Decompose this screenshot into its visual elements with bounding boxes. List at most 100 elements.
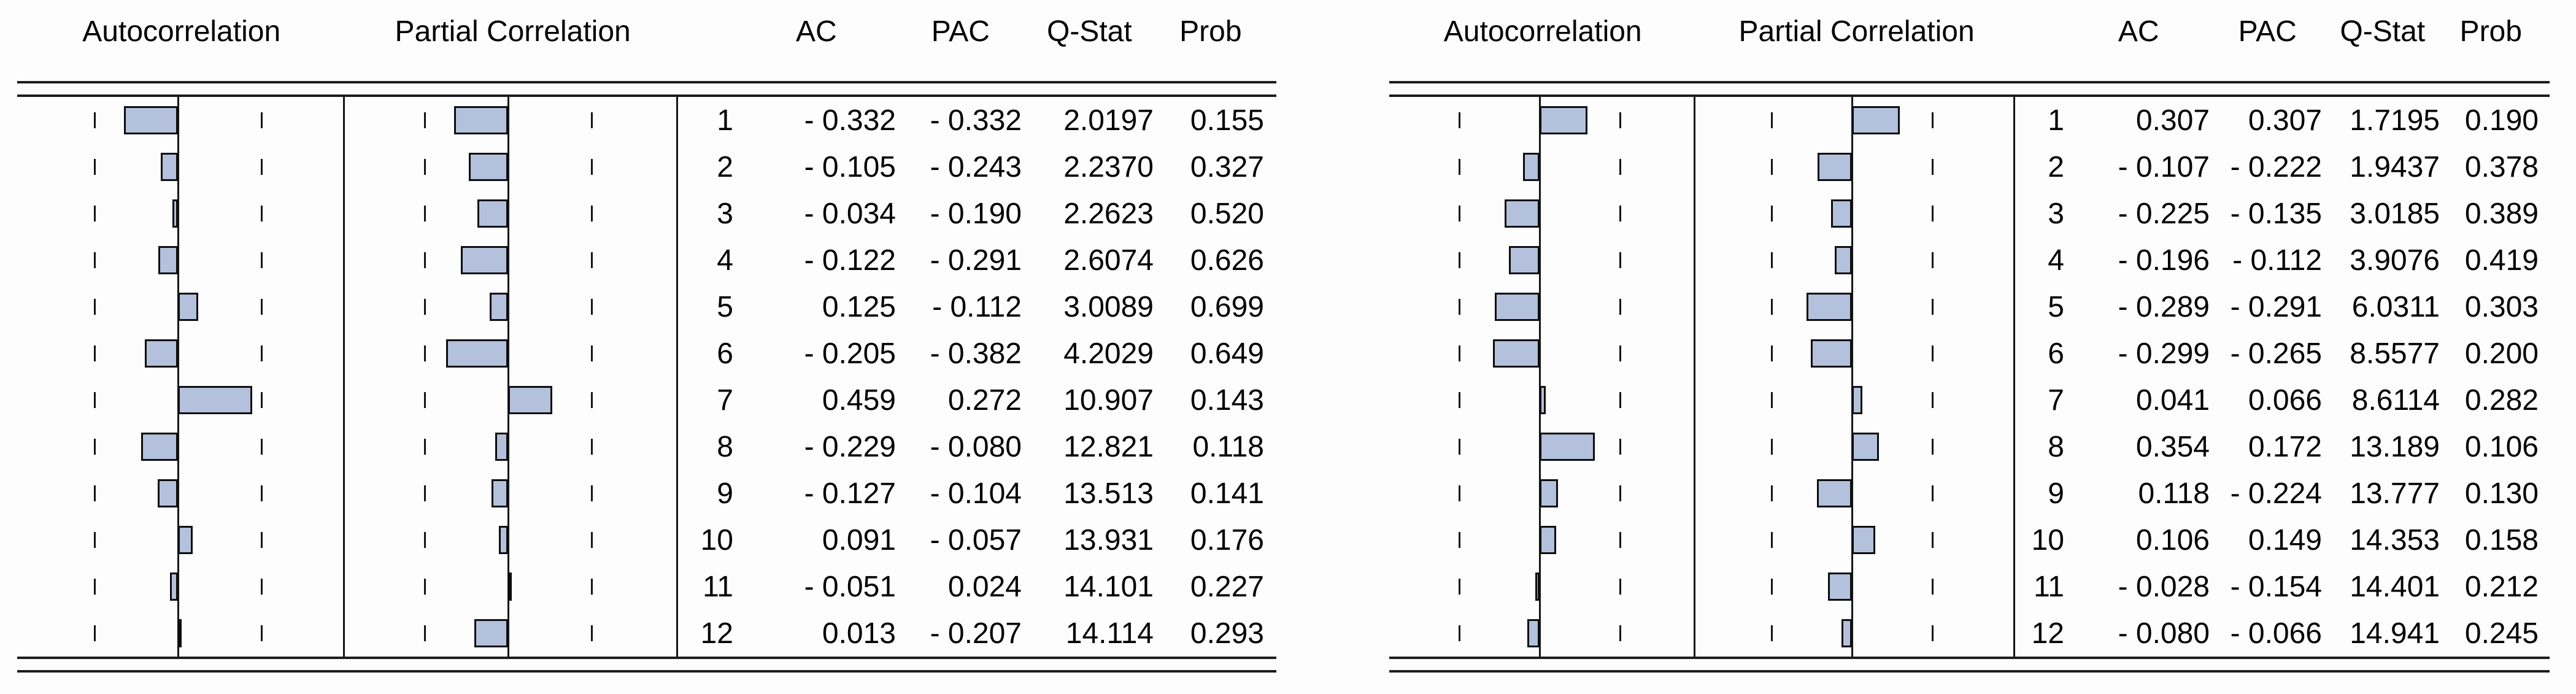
- lag-value: 10: [700, 523, 733, 557]
- pac-bar: [490, 293, 508, 321]
- ac-bar: [1540, 433, 1595, 461]
- ac-value: 0.091: [822, 523, 896, 557]
- q-stat-value: 13.931: [1063, 523, 1154, 557]
- q-stat-value: 12.821: [1063, 430, 1154, 463]
- correlogram-row: 6 - 0.299 - 0.265 8.5577 0.200: [2015, 330, 2539, 377]
- q-stat-header: Q-Stat: [1046, 15, 1132, 48]
- autocorrelation-chart: [1389, 97, 1695, 657]
- lag-value: 7: [717, 384, 733, 417]
- pac-bar: [1852, 526, 1875, 554]
- pac-bar: [1811, 339, 1852, 368]
- pac-value: 0.024: [947, 570, 1022, 603]
- ac-value: - 0.289: [2118, 290, 2210, 323]
- lag-value: 11: [2034, 570, 2064, 603]
- lag-value: 6: [2048, 337, 2064, 370]
- correlogram-body: 1 0.307 0.307 1.7195 0.190 2 - 0.107 - 0.222 1.9…: [1389, 97, 2550, 657]
- partial-correlation-chart: [1695, 97, 2015, 657]
- pac-value: - 0.243: [930, 150, 1022, 183]
- pac-value: 0.307: [2248, 104, 2322, 137]
- lag-value: 1: [717, 104, 733, 137]
- ac-bar: [145, 339, 178, 368]
- ac-value: - 0.080: [2118, 617, 2210, 650]
- lag-value: 5: [717, 290, 733, 323]
- lag-value: 3: [2048, 197, 2064, 230]
- pac-value: - 0.265: [2230, 337, 2322, 370]
- prob-value: 0.155: [1190, 104, 1264, 137]
- q-stat-value: 3.0185: [2350, 197, 2440, 230]
- zero-line: [177, 97, 179, 657]
- lag-header: [680, 15, 735, 81]
- lag-value: 9: [2048, 477, 2064, 510]
- q-stat-value: 8.6114: [2351, 384, 2440, 417]
- pac-value: 0.149: [2248, 523, 2322, 557]
- pac-value: - 0.057: [930, 523, 1022, 557]
- prob-value: 0.419: [2464, 244, 2539, 277]
- ac-bar: [158, 246, 178, 274]
- prob-value: 0.130: [2464, 477, 2539, 510]
- q-stat-header: Q-Stat: [2340, 15, 2426, 48]
- pac-bar: [499, 526, 508, 554]
- pac-bar: [461, 246, 508, 274]
- prob-value: 0.389: [2464, 197, 2539, 230]
- pac-bar: [1817, 479, 1852, 507]
- pac-bar: [1852, 106, 1900, 134]
- q-stat-value: 3.0089: [1063, 290, 1154, 323]
- correlogram-row: 5 0.125 - 0.112 3.0089 0.699: [678, 283, 1264, 330]
- lag-value: 12: [700, 617, 733, 650]
- lag-value: 2: [2048, 150, 2064, 183]
- correlogram-row: 9 - 0.127 - 0.104 13.513 0.141: [678, 470, 1264, 517]
- zero-line: [1539, 97, 1541, 657]
- pac-header: PAC: [2238, 15, 2297, 48]
- prob-value: 0.282: [2464, 384, 2539, 417]
- lag-value: 4: [717, 244, 733, 277]
- pac-value: - 0.291: [2230, 290, 2322, 323]
- correlogram-row: 4 - 0.196 - 0.112 3.9076 0.419: [2015, 237, 2539, 283]
- pac-value: - 0.222: [2230, 150, 2322, 183]
- ac-bar: [1505, 199, 1540, 228]
- ac-value: - 0.299: [2118, 337, 2210, 370]
- ac-value: 0.354: [2135, 430, 2210, 463]
- prob-value: 0.106: [2464, 430, 2539, 463]
- prob-value: 0.227: [1190, 570, 1264, 603]
- pac-bar: [477, 199, 508, 228]
- pac-value: - 0.332: [930, 104, 1022, 137]
- lag-value: 2: [717, 150, 733, 183]
- ac-value: - 0.105: [804, 150, 896, 183]
- ac-header: AC: [796, 15, 837, 48]
- prob-value: 0.520: [1190, 197, 1264, 230]
- correlogram-row: 11 - 0.028 - 0.154 14.401 0.212: [2015, 563, 2539, 610]
- correlogram-row: 8 - 0.229 - 0.080 12.821 0.118: [678, 423, 1264, 470]
- lag-value: 8: [717, 430, 733, 463]
- q-stat-value: 2.6074: [1063, 244, 1154, 277]
- numeric-columns: 1 - 0.332 - 0.332 2.0197 0.155 2 - 0.105 - 0.24…: [678, 97, 1276, 657]
- ac-bar: [1495, 293, 1540, 321]
- confidence-dash-left: [1459, 97, 1460, 657]
- confidence-dash-right: [1932, 97, 1934, 657]
- pac-value: - 0.112: [932, 290, 1022, 323]
- prob-value: 0.626: [1190, 244, 1264, 277]
- ac-value: 0.013: [822, 617, 896, 650]
- double-rule-top: [1389, 81, 2550, 97]
- confidence-dash-right: [261, 97, 263, 657]
- ac-bar: [158, 479, 178, 507]
- pac-bar: [1852, 433, 1879, 461]
- q-stat-value: 8.5577: [2350, 337, 2440, 370]
- correlogram-row: 1 0.307 0.307 1.7195 0.190: [2015, 97, 2539, 144]
- lag-value: 5: [2048, 290, 2064, 323]
- ac-value: - 0.034: [804, 197, 896, 230]
- autocorrelation-chart: [17, 97, 345, 657]
- prob-value: 0.327: [1190, 150, 1264, 183]
- ac-bar: [1535, 573, 1540, 601]
- pac-bar: [1818, 153, 1852, 181]
- pac-value: 0.066: [2248, 384, 2322, 417]
- lag-value: 1: [2048, 104, 2064, 137]
- q-stat-value: 14.353: [2350, 523, 2440, 557]
- correlogram-row: 3 - 0.225 - 0.135 3.0185 0.389: [2015, 190, 2539, 237]
- numeric-headers: AC PAC Q-Stat Prob: [680, 15, 1276, 81]
- ac-value: - 0.051: [804, 570, 896, 603]
- double-rule-top: [17, 81, 1276, 97]
- correlogram-row: 6 - 0.205 - 0.382 4.2029 0.649: [678, 330, 1264, 377]
- pac-bar: [508, 386, 552, 414]
- ac-bar: [1523, 153, 1540, 181]
